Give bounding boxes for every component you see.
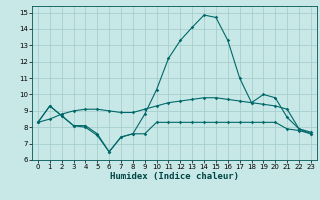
X-axis label: Humidex (Indice chaleur): Humidex (Indice chaleur) [110,172,239,181]
